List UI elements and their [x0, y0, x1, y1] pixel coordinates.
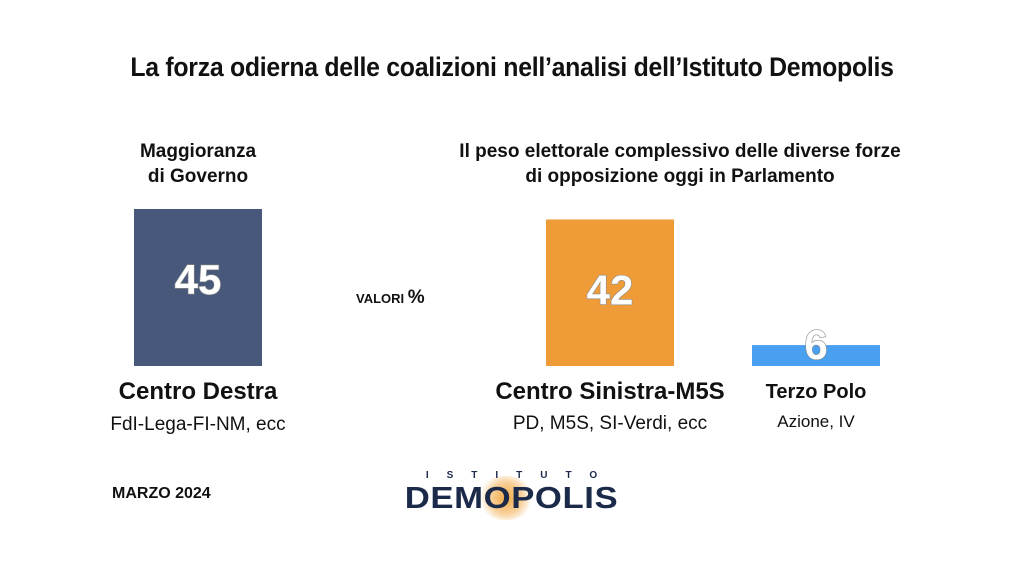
bar-1: [134, 209, 262, 366]
opposition-heading: Il peso elettorale complessivo delle div…: [410, 139, 950, 189]
opposition-heading-line-1: Il peso elettorale complessivo delle div…: [459, 141, 901, 162]
demopolis-logo: ISTITUTO DEMOPOLIS: [374, 470, 649, 520]
chart-title: La forza odierna delle coalizioni nell’a…: [130, 52, 894, 82]
category-name-1: Centro Destra: [118, 378, 278, 405]
category-name-2: Centro Sinistra-M5S: [495, 378, 725, 405]
category-subtitle-3: Azione, IV: [777, 412, 855, 431]
bar-3: [752, 345, 880, 366]
bar-value-label-3: 6: [804, 321, 827, 368]
majority-heading-line-1: Maggioranza: [139, 141, 257, 162]
logo-top-text: ISTITUTO: [425, 470, 616, 481]
opposition-heading-line-2: di opposizione oggi in Parlamento: [525, 166, 835, 187]
category-subtitle-2: PD, M5S, SI-Verdi, ecc: [512, 413, 708, 434]
bar-value-label-2: 42: [587, 266, 634, 313]
category-subtitle-1: FdI-Lega-FI-NM, ecc: [110, 414, 286, 435]
unit-label: VALORI %: [356, 287, 425, 309]
logo-glow: [478, 476, 534, 520]
bar-value-label-1: 45: [175, 256, 222, 303]
bar-2: [546, 219, 674, 366]
survey-date: MARZO 2024: [112, 485, 211, 502]
category-name-3: Terzo Polo: [765, 381, 867, 403]
unit-symbol: %: [407, 287, 425, 308]
unit-label-text: VALORI: [356, 291, 405, 306]
logo-main-text: DEMOPOLIS: [404, 480, 619, 515]
majority-heading: Maggioranza di Governo: [108, 139, 288, 189]
majority-heading-line-2: di Governo: [147, 166, 249, 187]
